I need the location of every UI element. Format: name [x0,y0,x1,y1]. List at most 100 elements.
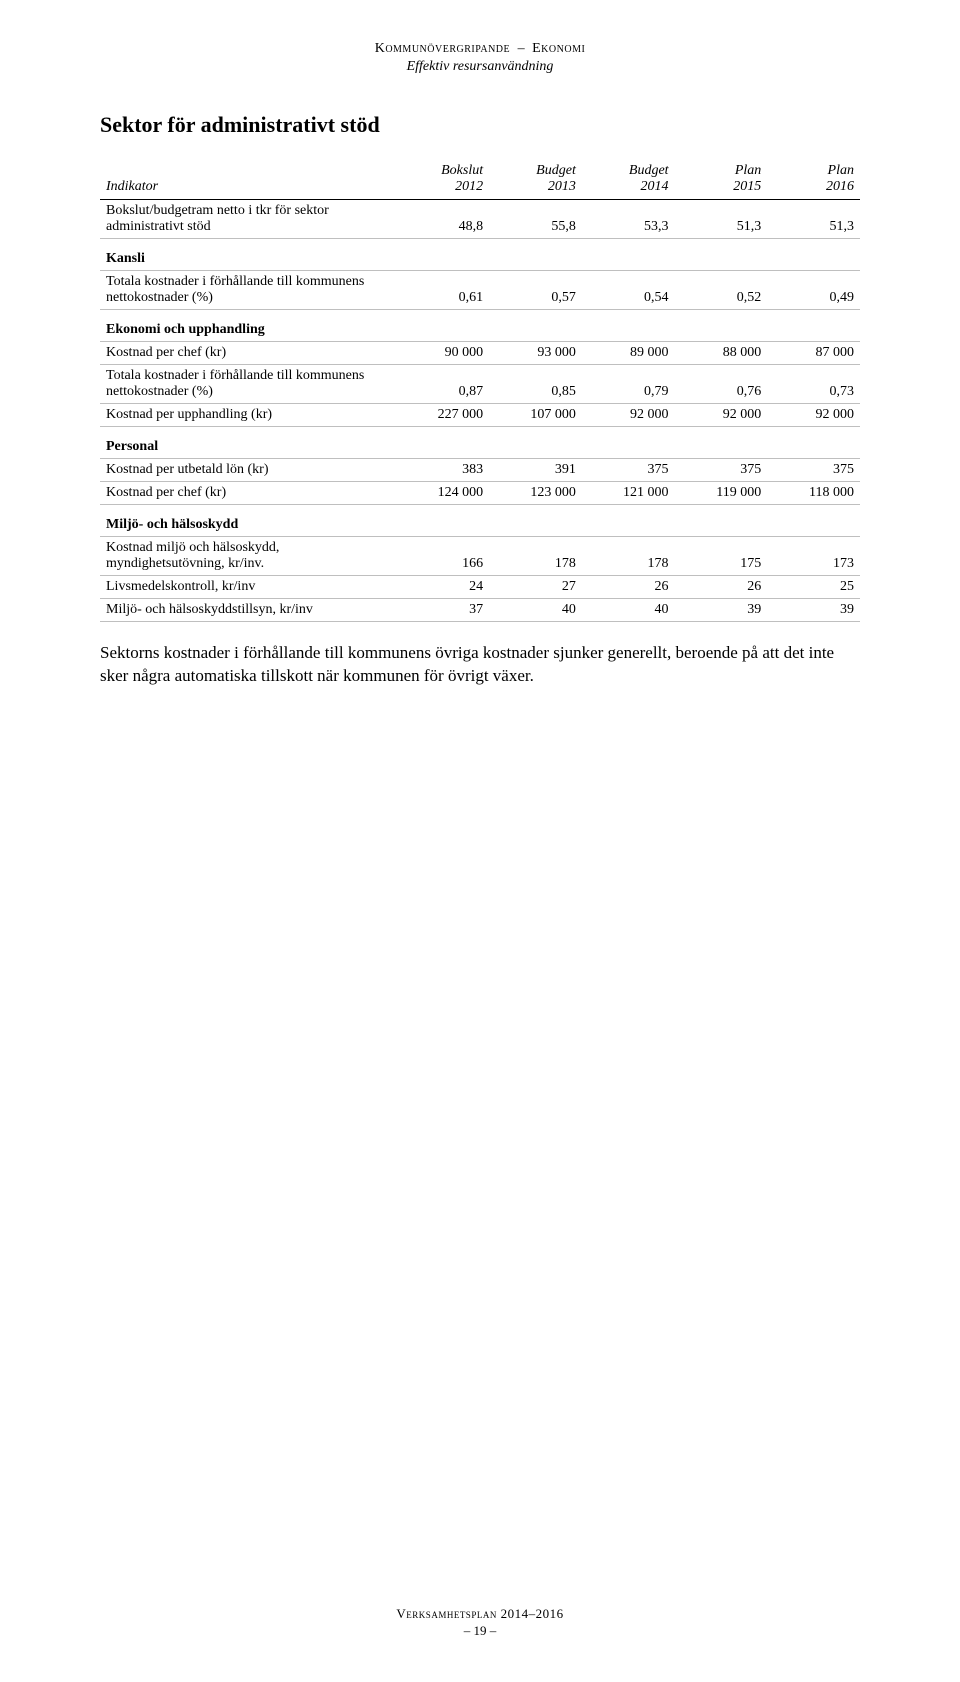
row-value: 175 [675,537,768,576]
table-header-row: IndikatorBokslut2012Budget2013Budget2014… [100,160,860,200]
table-row: Kostnad per chef (kr)124 000123 000121 0… [100,482,860,505]
row-value: 92 000 [767,404,860,427]
row-value: 0,61 [396,271,489,310]
header-dash: – [518,41,525,56]
table-row: Miljö- och hälsoskyddstillsyn, kr/inv374… [100,599,860,622]
page-footer: Verksamhetsplan 2014–2016 – 19 – [0,1606,960,1640]
row-label: Livsmedelskontroll, kr/inv [100,576,396,599]
col-header-line1: Plan [681,163,762,179]
row-value: 383 [396,459,489,482]
row-value: 107 000 [489,404,582,427]
row-value: 0,79 [582,365,675,404]
row-value: 375 [675,459,768,482]
row-label: Kostnad per utbetald lön (kr) [100,459,396,482]
table-body: Bokslut/budgetram netto i tkr för sektor… [100,200,860,622]
table-row: Kostnad miljö och hälsoskydd, myndighets… [100,537,860,576]
table-row: Kostnad per upphandling (kr)227 000107 0… [100,404,860,427]
row-value: 121 000 [582,482,675,505]
row-value: 88 000 [675,342,768,365]
table-row: Kostnad per utbetald lön (kr)383391 37537… [100,459,860,482]
row-value: 0,76 [675,365,768,404]
row-value: 25 [767,576,860,599]
row-value: 0,49 [767,271,860,310]
row-label: Kostnad miljö och hälsoskydd, myndighets… [100,537,396,576]
row-value: 37 [396,599,489,622]
table-row: Livsmedelskontroll, kr/inv2427262625 [100,576,860,599]
row-value: 173 [767,537,860,576]
row-value: 123 000 [489,482,582,505]
row-value: 87 000 [767,342,860,365]
row-value: 0,73 [767,365,860,404]
header-subtitle: Effektiv resursanvändning [100,58,860,76]
row-value: 178 [582,537,675,576]
row-value: 375 [767,459,860,482]
indicator-table: IndikatorBokslut2012Budget2013Budget2014… [100,160,860,622]
row-value: 92 000 [582,404,675,427]
table-row: Totala kostnader i förhållande till komm… [100,365,860,404]
row-value: 51,3 [675,200,768,239]
row-value: 51,3 [767,200,860,239]
row-value: 227 000 [396,404,489,427]
col-header-line2: 2016 [773,179,854,195]
col-header-value: Budget2014 [582,160,675,200]
col-header-line2: 2013 [495,179,576,195]
row-value: 26 [675,576,768,599]
header-topic-left: Kommunövergripande [375,41,510,56]
row-value: 0,87 [396,365,489,404]
row-value: 92 000 [675,404,768,427]
row-value: 27 [489,576,582,599]
col-header-value: Plan2015 [675,160,768,200]
row-value: 93 000 [489,342,582,365]
row-label: Bokslut/budgetram netto i tkr för sektor… [100,200,396,239]
row-value: 0,52 [675,271,768,310]
header-topic-right: Ekonomi [532,41,585,56]
table-row: Kostnad per chef (kr)90 00093 00089 0008… [100,342,860,365]
col-header-line2: 2015 [681,179,762,195]
table-row: Bokslut/budgetram netto i tkr för sektor… [100,200,860,239]
row-value: 53,3 [582,200,675,239]
col-header-indicator: Indikator [100,160,396,200]
page: Kommunövergripande – Ekonomi Effektiv re… [0,0,960,1682]
row-value: 119 000 [675,482,768,505]
footer-page-number: – 19 – [0,1623,960,1640]
body-paragraph: Sektorns kostnader i förhållande till ko… [100,642,860,688]
table-group-row: Kansli [100,239,860,271]
row-value: 0,85 [489,365,582,404]
row-value: 39 [675,599,768,622]
section-title: Sektor för administrativt stöd [100,112,860,138]
row-value: 166 [396,537,489,576]
row-label: Kostnad per chef (kr) [100,342,396,365]
row-value: 391 [489,459,582,482]
group-label: Personal [100,427,860,459]
group-label: Ekonomi och upphandling [100,310,860,342]
table-header: IndikatorBokslut2012Budget2013Budget2014… [100,160,860,200]
row-value: 124 000 [396,482,489,505]
col-header-value: Budget2013 [489,160,582,200]
row-label: Miljö- och hälsoskyddstillsyn, kr/inv [100,599,396,622]
table-row: Totala kostnader i förhållande till komm… [100,271,860,310]
row-value: 178 [489,537,582,576]
table-group-row: Personal [100,427,860,459]
row-value: 40 [582,599,675,622]
col-header-value: Bokslut2012 [396,160,489,200]
row-label: Totala kostnader i förhållande till komm… [100,271,396,310]
page-running-header: Kommunövergripande – Ekonomi Effektiv re… [100,40,860,76]
row-value: 89 000 [582,342,675,365]
col-header-line1: Bokslut [402,163,483,179]
group-label: Miljö- och hälsoskydd [100,505,860,537]
col-header-line1: Budget [495,163,576,179]
row-value: 118 000 [767,482,860,505]
row-value: 0,57 [489,271,582,310]
row-value: 40 [489,599,582,622]
table-group-row: Ekonomi och upphandling [100,310,860,342]
col-header-line1: Budget [588,163,669,179]
row-value: 26 [582,576,675,599]
group-label: Kansli [100,239,860,271]
row-value: 90 000 [396,342,489,365]
footer-plan: Verksamhetsplan 2014–2016 [0,1606,960,1623]
table-group-row: Miljö- och hälsoskydd [100,505,860,537]
row-label: Totala kostnader i förhållande till komm… [100,365,396,404]
row-value: 48,8 [396,200,489,239]
header-line1: Kommunövergripande – Ekonomi [100,40,860,58]
col-header-value: Plan2016 [767,160,860,200]
